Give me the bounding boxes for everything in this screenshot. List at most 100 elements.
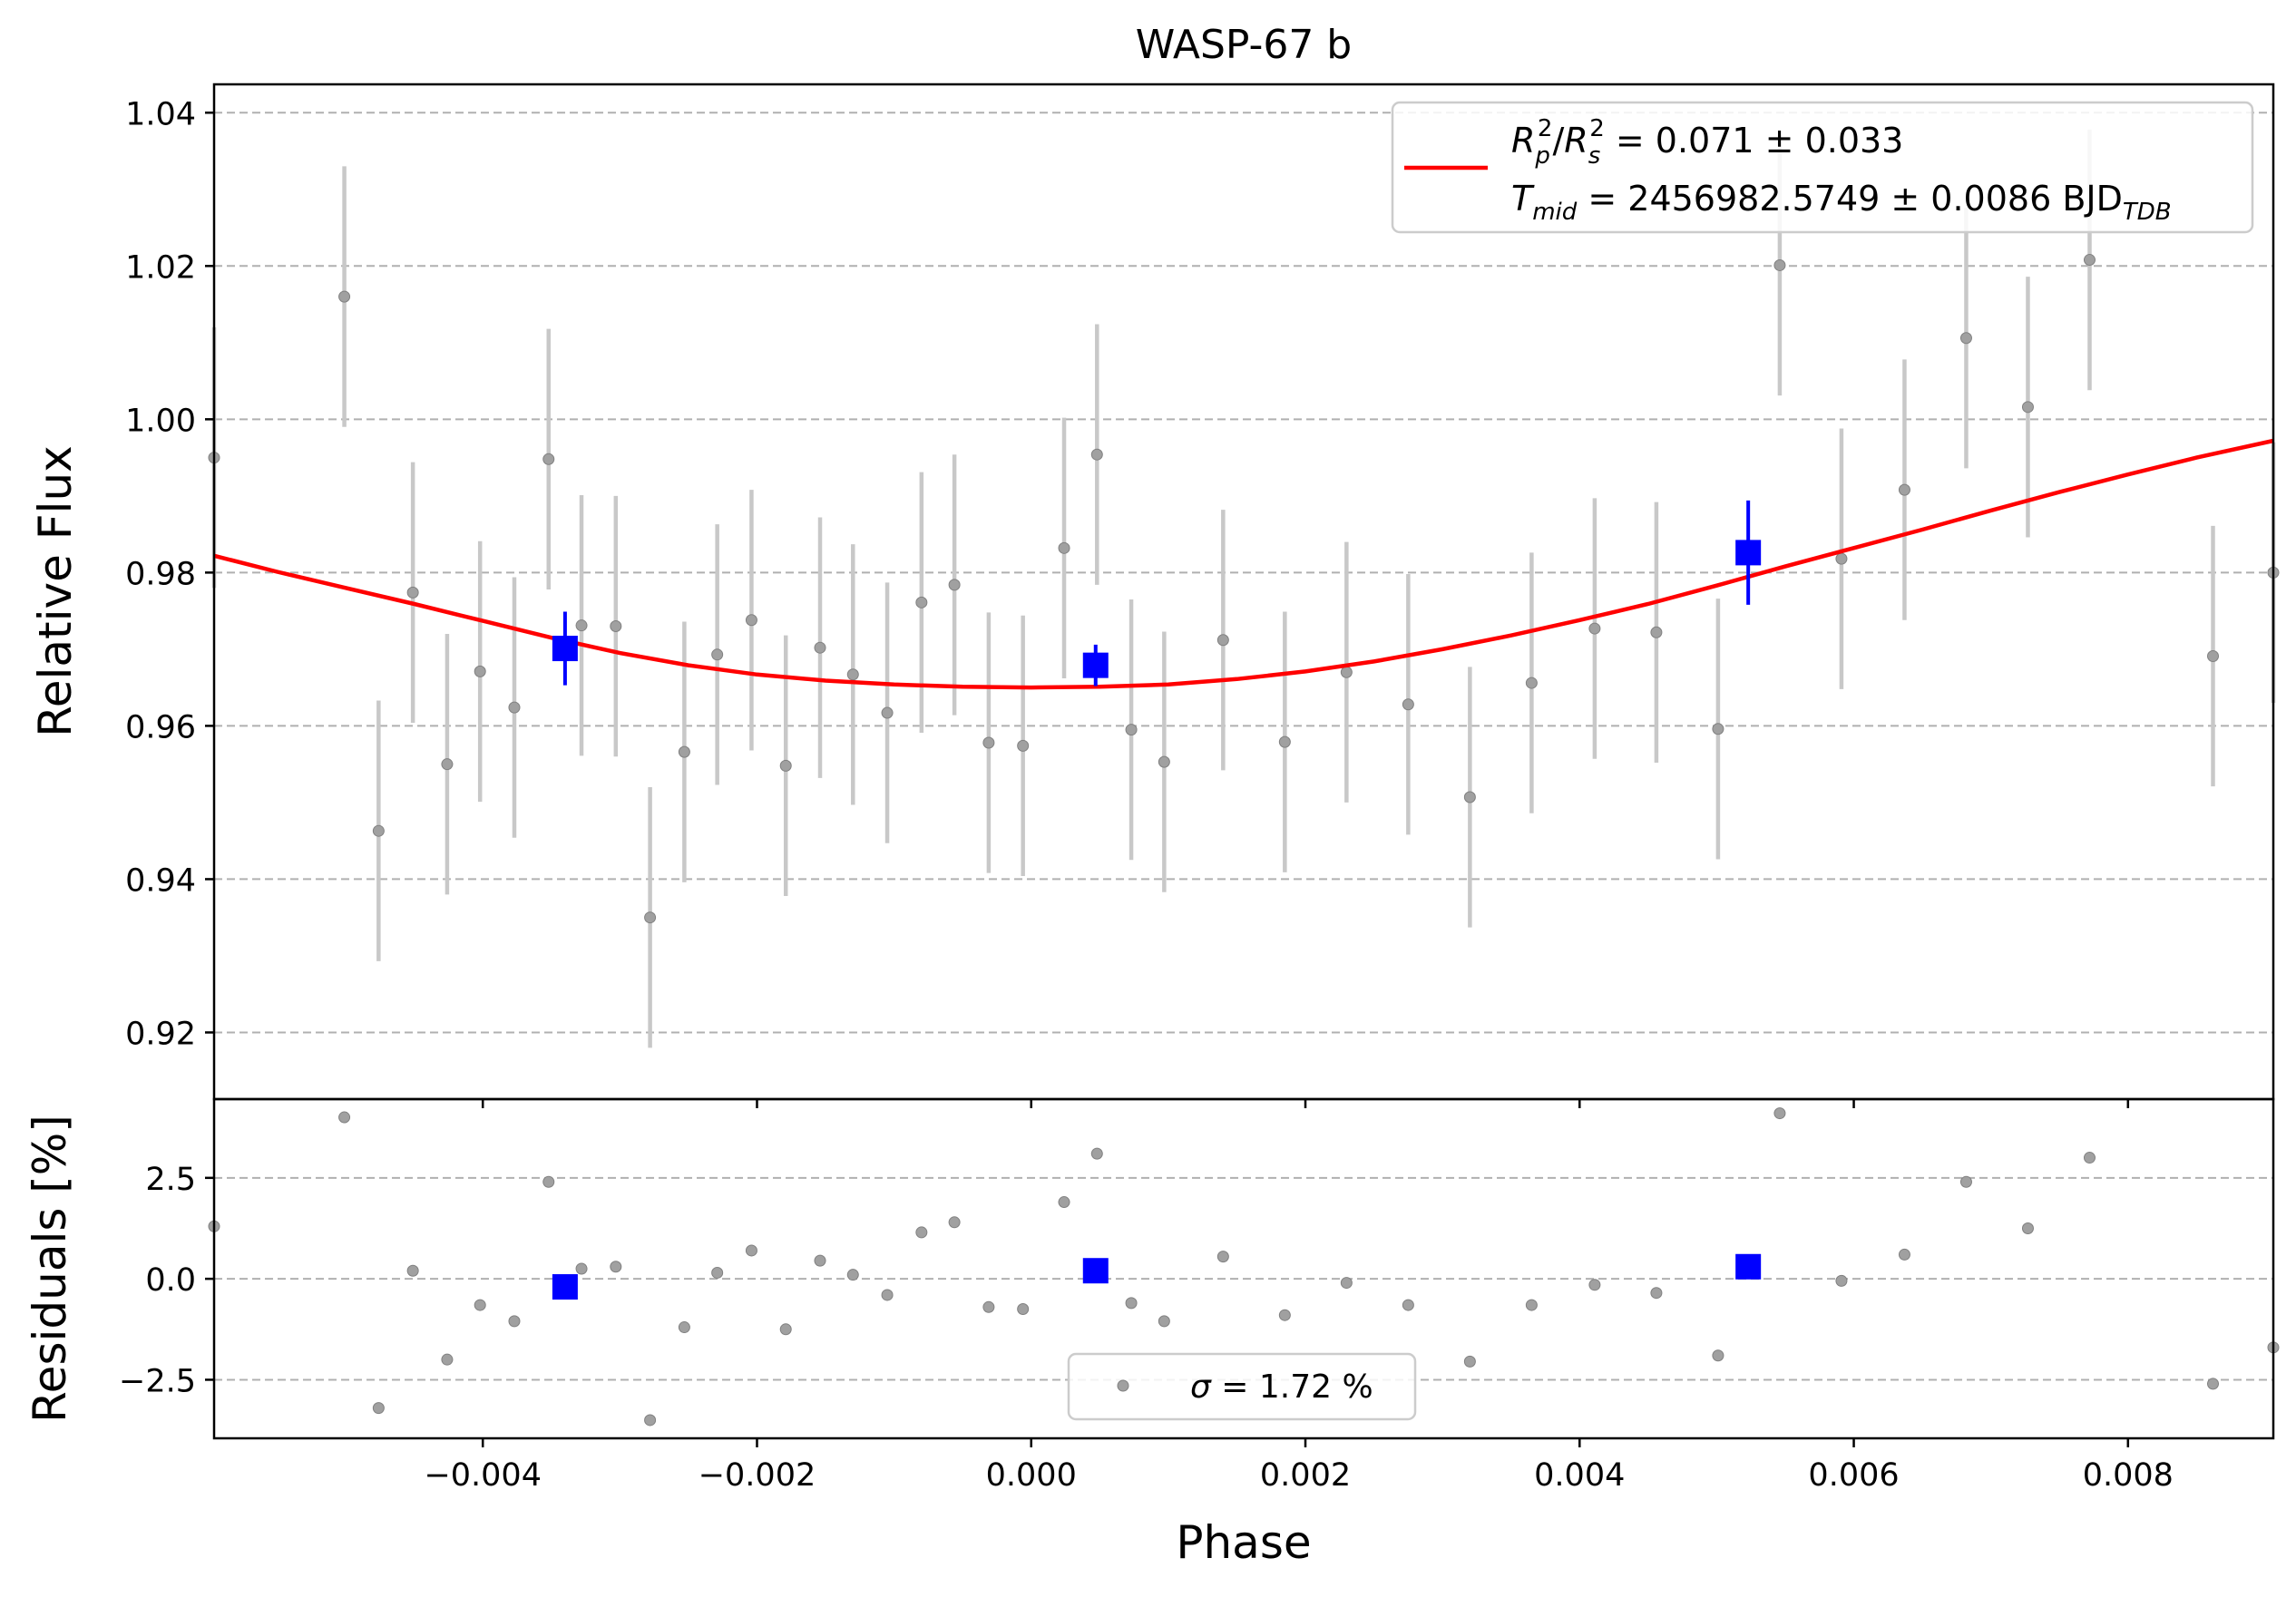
flux-data-point [406,586,419,599]
residuals-legend-box [1067,1352,1417,1421]
residual-data-point [915,1226,928,1239]
flux-y-tick-label: 0.94 [125,862,196,899]
residual-data-point [338,1111,351,1124]
flux-data-point [1158,755,1170,768]
flux-data-point [1090,448,1103,461]
flux-y-tick-label: 1.04 [125,96,196,132]
residual-data-point [508,1315,521,1328]
residuals-legend-marker [1117,1379,1129,1392]
flux-data-point [1898,483,1910,496]
flux-data-point [1463,791,1476,803]
residual-data-point [1773,1107,1786,1120]
flux-data-point [1340,666,1353,678]
phase-tick-label: 0.006 [1808,1457,1899,1494]
flux-data-point [2207,649,2220,662]
flux-x-ticks [481,1099,2130,1108]
residuals-panel-frame [212,1097,2275,1440]
residual-data-point [1058,1196,1070,1209]
flux-data-point [474,665,486,677]
flux-data-point [644,911,657,924]
residual-data-point [1158,1315,1170,1328]
phase-tick-label: 0.002 [1260,1457,1351,1494]
residuals-x-ticks: −0.004 −0.002 0.000 0.002 0.004 0.006 0.008 [424,1438,2174,1494]
residual-data-point [1017,1303,1030,1316]
flux-panel: 0.92 0.94 0.96 0.98 1.00 1.02 1.04 Relative Fl… [29,83,2280,1108]
residual-data-point [1216,1251,1229,1263]
residual-data-point [1588,1279,1601,1291]
flux-legend-depth: Rp2/Rs2 = 0.071 ± 0.033 [1511,115,1903,170]
residual-data-point [814,1254,826,1267]
flux-data-point [542,453,555,465]
flux-y-tick-label: 0.96 [125,709,196,745]
residual-data-point [610,1261,622,1273]
residual-data-point [1835,1274,1848,1287]
residual-data-point [1650,1287,1663,1300]
transit-model-curve [213,438,2274,690]
flux-legend-box [1391,101,2254,234]
residual-data-point [1125,1297,1138,1310]
residual-data-point [1340,1277,1353,1290]
residual-data-point [372,1402,385,1415]
flux-data-point [338,290,351,303]
residual-data-point [948,1216,961,1229]
residual-data-point [441,1353,454,1366]
residual-data-point [1278,1309,1291,1321]
residual-data-point [575,1262,588,1275]
flux-data-point [575,619,588,632]
residual-data-point [1898,1248,1910,1261]
residual-data-point [2207,1378,2220,1390]
flux-legend: Rp2/Rs2 = 0.071 ± 0.033 Tmid = 2456982.5… [1391,101,2254,234]
flux-data-point [1959,332,1972,345]
residual-data-point [406,1264,419,1277]
residual-data-point [2021,1222,2034,1234]
residual-data-point [1525,1299,1538,1311]
flux-axis-label: Relative Flux [29,445,82,736]
residual-data-point [745,1244,757,1257]
residual-data-point [644,1414,657,1427]
phase-tick-label: 0.000 [986,1457,1077,1494]
flux-data-point [610,620,622,633]
residual-data-point [1959,1175,1972,1188]
flux-data-point [881,706,894,719]
residuals-y-tick-label: −2.5 [119,1363,196,1399]
flux-data-point [1525,677,1538,689]
residual-data-point [678,1321,690,1334]
residuals-data-points [208,1107,2280,1427]
residual-data-point [1090,1147,1103,1160]
flux-data-point [948,579,961,591]
residual-data-point [1712,1349,1724,1362]
residual-data-point [846,1269,859,1281]
flux-data-point [915,596,928,609]
flux-data-point [779,759,792,772]
flux-legend-tmid: Tmid = 2456982.5749 ± 0.0086 BJDTDB [1511,179,2172,226]
flux-y-tick-label: 0.92 [125,1016,196,1052]
flux-binned-point [1082,652,1109,678]
flux-y-ticks: 0.92 0.94 0.96 0.98 1.00 1.02 1.04 [125,96,214,1052]
flux-binned-points [552,500,1762,687]
phase-tick-label: 0.004 [1534,1457,1625,1494]
residuals-legend: σ = 1.72 % [1067,1352,1417,1421]
flux-data-point [1650,626,1663,638]
flux-data-point [1712,723,1724,735]
residual-data-point [2083,1152,2096,1164]
residual-data-point [1402,1299,1414,1311]
flux-data-point [372,824,385,837]
flux-data-point [1402,698,1414,711]
residual-binned-point [1735,1253,1762,1280]
residuals-axis-label: Residuals [%] [24,1115,76,1423]
residuals-binned-points [552,1253,1762,1300]
flux-data-point [745,614,757,627]
residual-data-point [779,1323,792,1336]
flux-data-point [1835,552,1848,565]
flux-y-tick-label: 1.02 [125,249,196,286]
residuals-y-tick-label: 2.5 [145,1162,196,1198]
flux-binned-point [1735,540,1762,566]
residual-binned-point [1082,1258,1109,1284]
residual-data-point [1463,1355,1476,1368]
flux-data-point [1588,622,1601,635]
flux-data-point [982,736,995,749]
flux-data-point [711,648,724,661]
residuals-legend-sigma: σ = 1.72 % [1190,1368,1373,1406]
flux-data-point [678,745,690,758]
